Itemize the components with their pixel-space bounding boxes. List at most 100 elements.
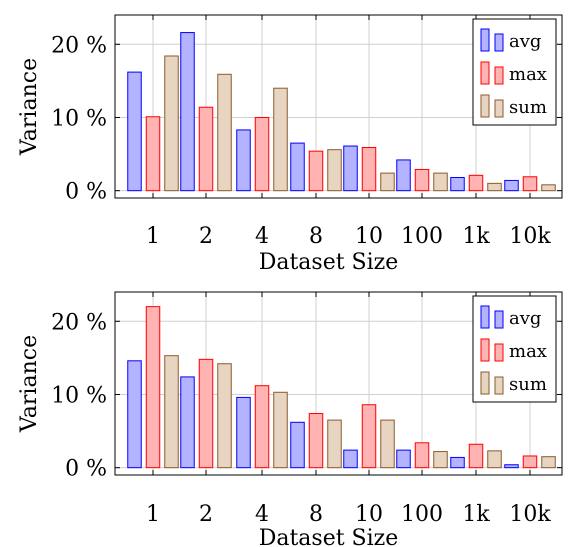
bar-max-1k	[468, 443, 484, 469]
legend-label-avg: avg	[509, 31, 541, 52]
legend-swatch-avg-b	[494, 310, 504, 329]
bar-max-2	[198, 106, 214, 192]
x-tick-label: 100	[401, 502, 443, 527]
y-tick-label: 0 %	[65, 457, 107, 482]
legend-swatch-avg-a	[480, 28, 490, 52]
y-tick-label: 10 %	[51, 383, 107, 408]
legend-item-sum: sum	[480, 371, 547, 395]
bar-max-4	[254, 385, 270, 469]
x-axis: 1 2 4 8 10 100 1k 10k	[146, 15, 551, 249]
bar-sum-10k	[541, 184, 556, 192]
bar-avg-100	[396, 449, 411, 469]
legend-item-avg: avg	[480, 28, 541, 52]
bar-avg-2	[180, 32, 195, 192]
x-tick-label: 100	[401, 224, 443, 249]
x-tick-label: 1	[146, 502, 160, 527]
legend-item-sum: sum	[480, 94, 547, 118]
bar-sum-8	[327, 149, 342, 192]
legend-swatch-avg-a	[480, 305, 490, 329]
bar-avg-100	[396, 159, 411, 192]
bar-sum-2	[217, 73, 232, 192]
bar-sum-10	[380, 419, 395, 469]
legend-swatch-sum-a	[480, 94, 490, 118]
x-tick-label: 2	[199, 502, 213, 527]
x-tick-label: 4	[255, 502, 269, 527]
x-tick-label: 8	[309, 224, 323, 249]
bar-sum-1k	[487, 450, 502, 469]
bar-avg-1	[127, 360, 142, 469]
bar-avg-10k	[504, 464, 519, 469]
bar-max-1	[145, 116, 161, 192]
x-axis-label: Dataset Size	[259, 526, 399, 547]
bar-avg-1k	[450, 456, 465, 469]
bar-max-100	[414, 168, 430, 192]
y-axis: 0 % 10 % 20 %	[51, 310, 562, 482]
bar-max-8	[308, 150, 324, 192]
bar-sum-2	[217, 363, 232, 469]
bar-max-2	[198, 358, 214, 469]
y-axis-label: Variance	[17, 335, 42, 433]
bar-sum-4	[273, 87, 288, 192]
bar-max-1	[145, 306, 161, 469]
legend-swatch-avg-b	[494, 33, 504, 52]
x-tick-label: 1k	[462, 502, 490, 527]
x-tick-label: 10	[355, 502, 383, 527]
x-tick-label: 10k	[509, 224, 551, 249]
bar-avg-2	[180, 376, 195, 469]
legend-swatch-sum-b	[494, 376, 504, 395]
y-tick-label: 0 %	[65, 180, 107, 205]
bar-sum-10k	[541, 456, 556, 469]
x-tick-label: 2	[199, 224, 213, 249]
bar-sum-1k	[487, 182, 502, 192]
bar-avg-8	[290, 421, 305, 469]
x-axis: 1 2 4 8 10 100 1k 10k	[146, 292, 551, 527]
legend-label-max: max	[509, 64, 547, 85]
bar-avg-10k	[504, 179, 519, 192]
legend-label-avg: avg	[509, 308, 541, 329]
x-tick-label: 1k	[462, 224, 490, 249]
bar-sum-10	[380, 172, 395, 192]
bar-max-1k	[468, 174, 484, 192]
x-tick-label: 8	[309, 502, 323, 527]
legend-swatch-max-a	[480, 338, 490, 362]
x-tick-label: 10k	[509, 502, 551, 527]
legend-label-sum: sum	[509, 97, 547, 118]
bar-max-10	[361, 404, 377, 469]
legend-swatch-max-b	[494, 343, 504, 362]
bars	[127, 306, 556, 469]
x-tick-label: 4	[255, 224, 269, 249]
bar-avg-10	[343, 145, 358, 192]
legend: avg max sum	[472, 18, 557, 126]
bar-sum-8	[327, 419, 342, 469]
legend-item-max: max	[480, 61, 547, 85]
x-axis-label: Dataset Size	[259, 250, 399, 275]
bar-avg-8	[290, 142, 305, 192]
y-axis: 0 % 10 % 20 %	[51, 33, 562, 205]
legend-swatch-sum-a	[480, 371, 490, 395]
legend-label-max: max	[509, 341, 547, 362]
x-tick-label: 1	[146, 224, 160, 249]
y-tick-label: 20 %	[51, 310, 107, 335]
bar-avg-4	[236, 396, 251, 469]
chart-panel-1: 0 % 10 % 20 % 1 2 4 8 10 100 1k 10k Dataset Size Var…	[17, 14, 563, 275]
legend-swatch-max-b	[494, 66, 504, 85]
legend-label-sum: sum	[509, 374, 547, 395]
bar-max-8	[308, 413, 324, 469]
bar-max-10k	[522, 455, 538, 469]
y-axis-label: Variance	[17, 58, 42, 156]
bar-avg-4	[236, 129, 251, 192]
legend-swatch-max-a	[480, 61, 490, 85]
y-tick-label: 20 %	[51, 33, 107, 58]
y-tick-label: 10 %	[51, 106, 107, 131]
legend-swatch-sum-b	[494, 99, 504, 118]
bar-sum-1	[164, 355, 179, 469]
x-tick-label: 10	[355, 224, 383, 249]
bar-sum-100	[433, 172, 448, 192]
bar-avg-10	[343, 449, 358, 469]
legend-item-avg: avg	[480, 305, 541, 329]
bar-avg-1k	[450, 177, 465, 192]
bar-sum-1	[164, 55, 179, 192]
bar-max-4	[254, 116, 270, 192]
bar-max-10	[361, 146, 377, 192]
